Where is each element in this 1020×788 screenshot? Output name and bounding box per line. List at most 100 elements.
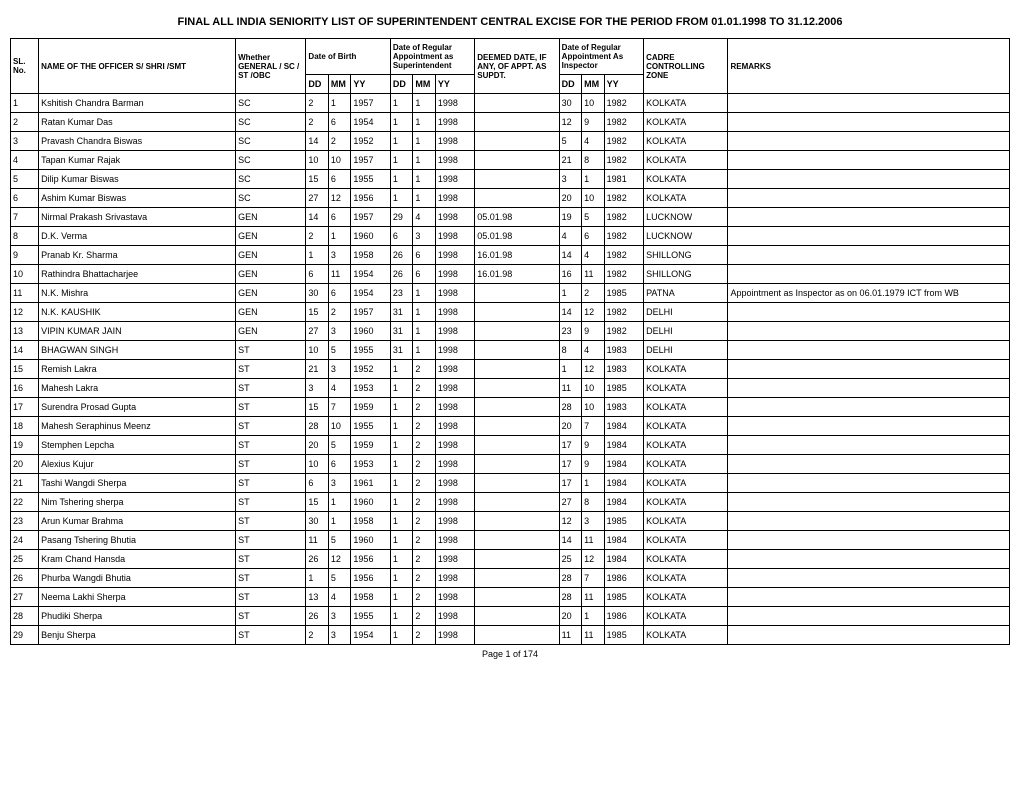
table-row: 9Pranab Kr. SharmaGEN131958266199816.01.… bbox=[11, 246, 1010, 265]
cell-rmm: 2 bbox=[413, 588, 436, 607]
table-row: 18Mahesh Seraphinus MeenzST2810195512199… bbox=[11, 417, 1010, 436]
cell-sl: 21 bbox=[11, 474, 39, 493]
cell-bmm: 5 bbox=[328, 341, 351, 360]
cell-rem bbox=[728, 94, 1010, 113]
cell-sl: 18 bbox=[11, 417, 39, 436]
cell-iyy: 1984 bbox=[604, 436, 643, 455]
cell-rem bbox=[728, 417, 1010, 436]
cell-idd: 28 bbox=[559, 588, 582, 607]
cell-name: Tashi Wangdi Sherpa bbox=[39, 474, 236, 493]
cell-byy: 1959 bbox=[351, 436, 390, 455]
cell-bdd: 1 bbox=[306, 569, 329, 588]
cell-iyy: 1983 bbox=[604, 341, 643, 360]
cell-name: Phurba Wangdi Bhutia bbox=[39, 569, 236, 588]
cell-ryy: 1998 bbox=[435, 417, 474, 436]
cell-bdd: 2 bbox=[306, 626, 329, 645]
cell-rem bbox=[728, 132, 1010, 151]
cell-rmm: 2 bbox=[413, 455, 436, 474]
cell-deem bbox=[475, 170, 559, 189]
cell-rmm: 2 bbox=[413, 474, 436, 493]
cell-byy: 1960 bbox=[351, 493, 390, 512]
cell-ryy: 1998 bbox=[435, 569, 474, 588]
cell-deem bbox=[475, 607, 559, 626]
cell-iyy: 1984 bbox=[604, 455, 643, 474]
cell-rem bbox=[728, 398, 1010, 417]
cell-bmm: 1 bbox=[328, 512, 351, 531]
cell-zone: KOLKATA bbox=[644, 170, 728, 189]
cell-zone: KOLKATA bbox=[644, 132, 728, 151]
cell-ryy: 1998 bbox=[435, 588, 474, 607]
table-row: 14BHAGWAN SINGHST10519553111998841983DEL… bbox=[11, 341, 1010, 360]
cell-imm: 4 bbox=[582, 132, 605, 151]
cell-name: D.K. Verma bbox=[39, 227, 236, 246]
table-body: 1Kshitish Chandra BarmanSC21195711199830… bbox=[11, 94, 1010, 645]
cell-sl: 28 bbox=[11, 607, 39, 626]
cell-byy: 1952 bbox=[351, 132, 390, 151]
cell-rem bbox=[728, 626, 1010, 645]
table-row: 12N.K. KAUSHIKGEN1521957311199814121982D… bbox=[11, 303, 1010, 322]
cell-deem bbox=[475, 493, 559, 512]
cell-ryy: 1998 bbox=[435, 398, 474, 417]
cell-rmm: 2 bbox=[413, 436, 436, 455]
cell-bdd: 15 bbox=[306, 493, 329, 512]
cell-idd: 5 bbox=[559, 132, 582, 151]
cell-deem bbox=[475, 417, 559, 436]
cell-rdd: 23 bbox=[390, 284, 413, 303]
cell-rem bbox=[728, 246, 1010, 265]
cell-byy: 1955 bbox=[351, 417, 390, 436]
cell-ryy: 1998 bbox=[435, 284, 474, 303]
cell-byy: 1960 bbox=[351, 531, 390, 550]
cell-iyy: 1985 bbox=[604, 588, 643, 607]
cell-rdd: 1 bbox=[390, 569, 413, 588]
cell-bmm: 12 bbox=[328, 189, 351, 208]
cell-imm: 12 bbox=[582, 550, 605, 569]
cell-rem bbox=[728, 588, 1010, 607]
cell-idd: 14 bbox=[559, 531, 582, 550]
cell-iyy: 1982 bbox=[604, 113, 643, 132]
cell-name: Ratan Kumar Das bbox=[39, 113, 236, 132]
cell-idd: 28 bbox=[559, 398, 582, 417]
cell-sl: 8 bbox=[11, 227, 39, 246]
hdr-remarks: REMARKS bbox=[728, 39, 1010, 94]
cell-bdd: 2 bbox=[306, 113, 329, 132]
cell-byy: 1957 bbox=[351, 208, 390, 227]
cell-rdd: 6 bbox=[390, 227, 413, 246]
cell-bmm: 3 bbox=[328, 322, 351, 341]
cell-rem bbox=[728, 322, 1010, 341]
table-row: 13VIPIN KUMAR JAINGEN2731960311199823919… bbox=[11, 322, 1010, 341]
cell-iyy: 1985 bbox=[604, 284, 643, 303]
cell-iyy: 1983 bbox=[604, 398, 643, 417]
cell-name: Tapan Kumar Rajak bbox=[39, 151, 236, 170]
cell-idd: 25 bbox=[559, 550, 582, 569]
cell-rmm: 2 bbox=[413, 607, 436, 626]
cell-rmm: 6 bbox=[413, 265, 436, 284]
cell-idd: 11 bbox=[559, 379, 582, 398]
cell-deem bbox=[475, 113, 559, 132]
cell-rmm: 2 bbox=[413, 569, 436, 588]
cell-cat: ST bbox=[236, 531, 306, 550]
cell-rdd: 1 bbox=[390, 607, 413, 626]
cell-bdd: 13 bbox=[306, 588, 329, 607]
cell-idd: 21 bbox=[559, 151, 582, 170]
cell-zone: KOLKATA bbox=[644, 550, 728, 569]
cell-byy: 1958 bbox=[351, 246, 390, 265]
cell-name: N.K. Mishra bbox=[39, 284, 236, 303]
cell-deem bbox=[475, 626, 559, 645]
cell-name: Phudiki Sherpa bbox=[39, 607, 236, 626]
cell-imm: 9 bbox=[582, 436, 605, 455]
cell-idd: 20 bbox=[559, 607, 582, 626]
cell-cat: GEN bbox=[236, 208, 306, 227]
cell-imm: 12 bbox=[582, 360, 605, 379]
cell-cat: ST bbox=[236, 379, 306, 398]
cell-imm: 7 bbox=[582, 569, 605, 588]
cell-bmm: 12 bbox=[328, 550, 351, 569]
cell-byy: 1952 bbox=[351, 360, 390, 379]
cell-name: Remish Lakra bbox=[39, 360, 236, 379]
cell-zone: KOLKATA bbox=[644, 113, 728, 132]
cell-zone: LUCKNOW bbox=[644, 227, 728, 246]
cell-sl: 1 bbox=[11, 94, 39, 113]
table-row: 1Kshitish Chandra BarmanSC21195711199830… bbox=[11, 94, 1010, 113]
cell-name: Mahesh Seraphinus Meenz bbox=[39, 417, 236, 436]
cell-idd: 30 bbox=[559, 94, 582, 113]
cell-zone: SHILLONG bbox=[644, 246, 728, 265]
